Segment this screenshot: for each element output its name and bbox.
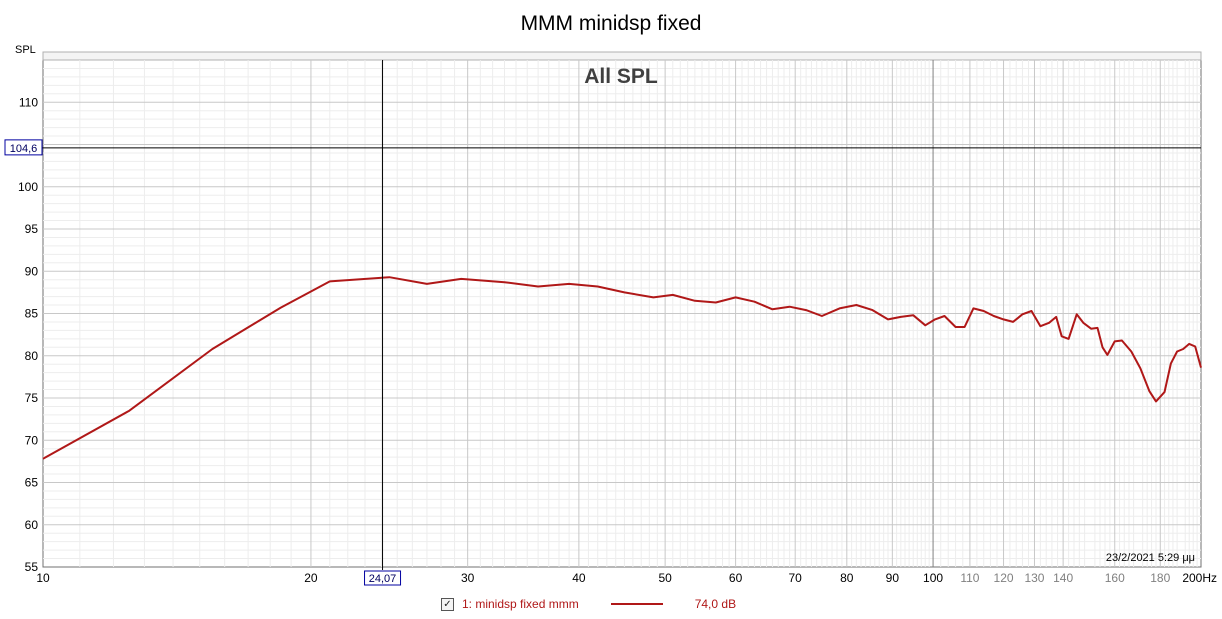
x-tick-label: 20 [304, 571, 318, 585]
series-visibility-checkbox[interactable]: ✓ [441, 597, 454, 611]
chart-title: MMM minidsp fixed [521, 12, 702, 35]
y-tick-label: 80 [25, 349, 39, 363]
legend: ✓ 1: minidsp fixed mmm 74,0 dB [441, 596, 736, 612]
y-axis-label: SPL [15, 44, 36, 56]
y-tick-labels: 55 60 65 70 75 80 85 90 95 100 110 [18, 95, 38, 574]
cursor-y-readout: 104,6 [10, 143, 38, 155]
y-tick-label: 110 [19, 95, 38, 109]
x-tick-label: 10 [36, 571, 50, 585]
timestamp: 23/2/2021 5:29 μμ [1106, 552, 1195, 564]
series-layer [42, 276, 1202, 460]
legend-series-name[interactable]: 1: minidsp fixed mmm [462, 597, 579, 611]
series-line [42, 276, 1202, 460]
chart-subtitle: All SPL [584, 65, 658, 88]
x-tick-labels: 10 20 30 40 50 60 70 80 90 100 110 120 130 140 160 180 2… [36, 571, 1217, 585]
x-tick-label: 160 [1105, 571, 1125, 585]
cursor-x-readout: 24,07 [369, 573, 397, 585]
cursor-x-readout-box [364, 570, 402, 586]
y-tick-label: 60 [25, 518, 39, 532]
y-tick-label: 85 [25, 307, 39, 321]
y-tick-label: 65 [25, 476, 39, 490]
x-tick-label: 90 [886, 571, 900, 585]
y-tick-label: 95 [25, 222, 39, 236]
y-tick-label: 75 [25, 391, 39, 405]
x-tick-label: 100 [923, 571, 943, 585]
x-tick-label: 80 [840, 571, 854, 585]
x-tick-label: 40 [572, 571, 586, 585]
legend-line-swatch [610, 603, 663, 605]
major-grid [43, 60, 1201, 567]
x-tick-label: 60 [729, 571, 743, 585]
x-tick-label: 140 [1053, 571, 1073, 585]
y-tick-label: 55 [25, 560, 39, 574]
y-tick-label: 100 [18, 180, 38, 194]
y-tick-label: 90 [25, 264, 39, 278]
x-tick-label: 110 [960, 571, 979, 585]
x-tick-label: 30 [461, 571, 475, 585]
x-tick-label: 70 [789, 571, 803, 585]
x-tick-label: 50 [658, 571, 672, 585]
x-tick-label: 180 [1150, 571, 1170, 585]
legend-series-value: 74,0 dB [694, 597, 737, 611]
plot-frame-outer [42, 51, 1202, 61]
y-tick-label: 70 [25, 433, 39, 447]
x-tick-label: 200Hz [1182, 571, 1217, 585]
x-tick-label: 130 [1024, 571, 1044, 585]
cursor-y-readout-box [4, 139, 43, 156]
x-tick-label: 120 [994, 571, 1014, 585]
